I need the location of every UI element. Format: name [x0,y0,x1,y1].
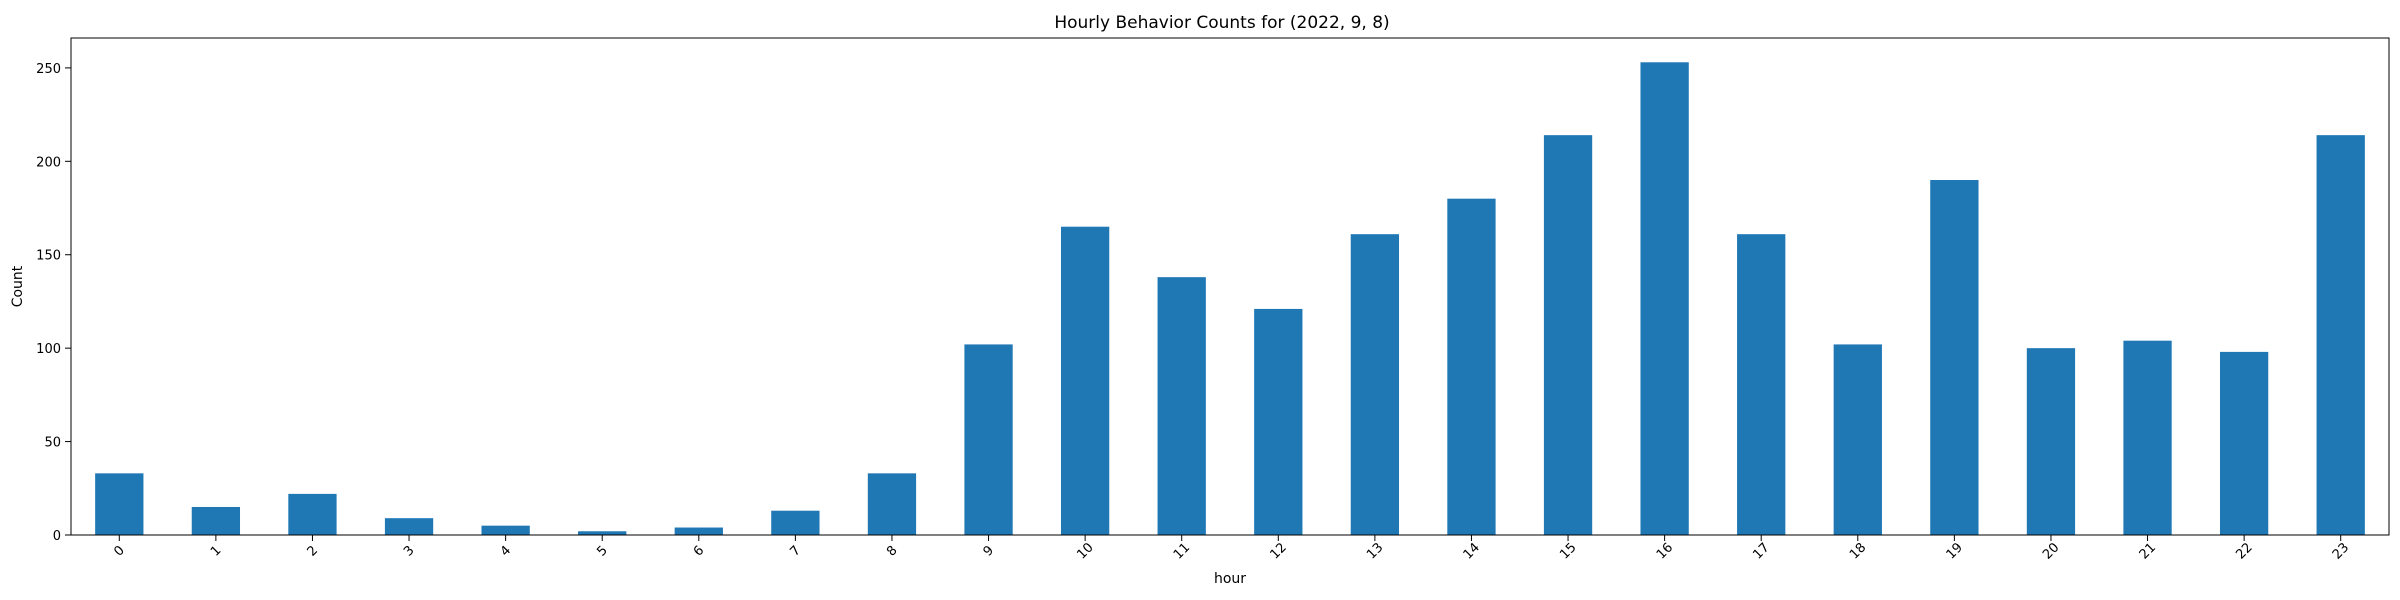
y-tick-label: 200 [36,155,61,170]
bar-hour-22 [2219,351,2269,535]
x-tick-label: 5 [594,543,610,559]
x-tick-label: 4 [498,543,514,559]
x-tick-label: 7 [787,543,803,559]
x-tick-label: 20 [2040,540,2062,562]
bar-hour-11 [1157,277,1206,535]
bar-hour-7 [771,510,820,535]
bar-hour-3 [384,518,434,535]
bars-group [95,62,2365,535]
y-tick-label: 100 [36,342,61,357]
x-tick-label: 23 [2330,540,2352,562]
bar-hour-21 [2123,340,2172,535]
x-tick-label: 11 [1171,540,1193,562]
x-tick-label: 22 [2233,540,2255,562]
bar-hour-5 [578,531,627,535]
x-tick-label: 6 [691,543,707,559]
x-tick-label: 18 [1847,540,1869,562]
x-tick-label: 9 [981,543,997,559]
bar-hour-15 [1543,135,1593,535]
bar-hour-1 [191,506,241,535]
x-tick-label: 17 [1750,540,1772,562]
bar-hour-6 [674,527,723,535]
bar-hour-4 [481,525,530,535]
x-tick-label: 0 [111,543,127,559]
x-tick-label: 12 [1267,540,1289,562]
x-tick-label: 10 [1074,540,1096,562]
y-axis-label: Count [10,265,26,307]
x-tick-label: 21 [2137,540,2159,562]
bar-hour-2 [288,493,337,535]
y-tick-label: 150 [36,249,61,264]
bar-hour-18 [1833,344,1882,535]
bar-hour-8 [867,473,917,535]
x-tick-label: 13 [1364,540,1386,562]
y-tick-label: 250 [36,62,61,77]
x-tick-label: 8 [884,543,900,559]
x-tick-label: 1 [208,543,224,559]
x-tick-label: 15 [1557,540,1579,562]
bar-hour-19 [1930,180,1979,535]
bar-hour-10 [1060,226,1110,535]
x-tick-label: 19 [1944,540,1966,562]
x-axis-label: hour [1214,571,1246,587]
bar-hour-12 [1254,308,1303,535]
bar-hour-14 [1447,198,1496,535]
bar-hour-13 [1350,234,1400,535]
x-tick-label: 3 [401,543,417,559]
x-tick-label: 2 [305,543,321,559]
y-tick-label: 0 [53,529,61,544]
y-tick-label: 50 [44,436,61,451]
bar-hour-16 [1640,62,1689,535]
plot-frame [70,37,2390,536]
x-tick-label: 14 [1461,540,1483,562]
chart-title: Hourly Behavior Counts for (2022, 9, 8) [1054,13,1389,33]
bar-hour-23 [2316,135,2365,535]
x-tick-label: 16 [1654,540,1676,562]
bar-hour-9 [964,344,1013,535]
bar-hour-0 [95,473,144,535]
bar-hour-17 [1737,234,1786,535]
y-axis: 0 50 100 150 200 250 [36,62,71,544]
x-axis: 0 1 2 3 4 5 6 7 8 9 10 11 12 13 14 15 16 17 18 19 20 21 22 23 [111,535,2352,563]
bar-hour-20 [2026,348,2076,535]
